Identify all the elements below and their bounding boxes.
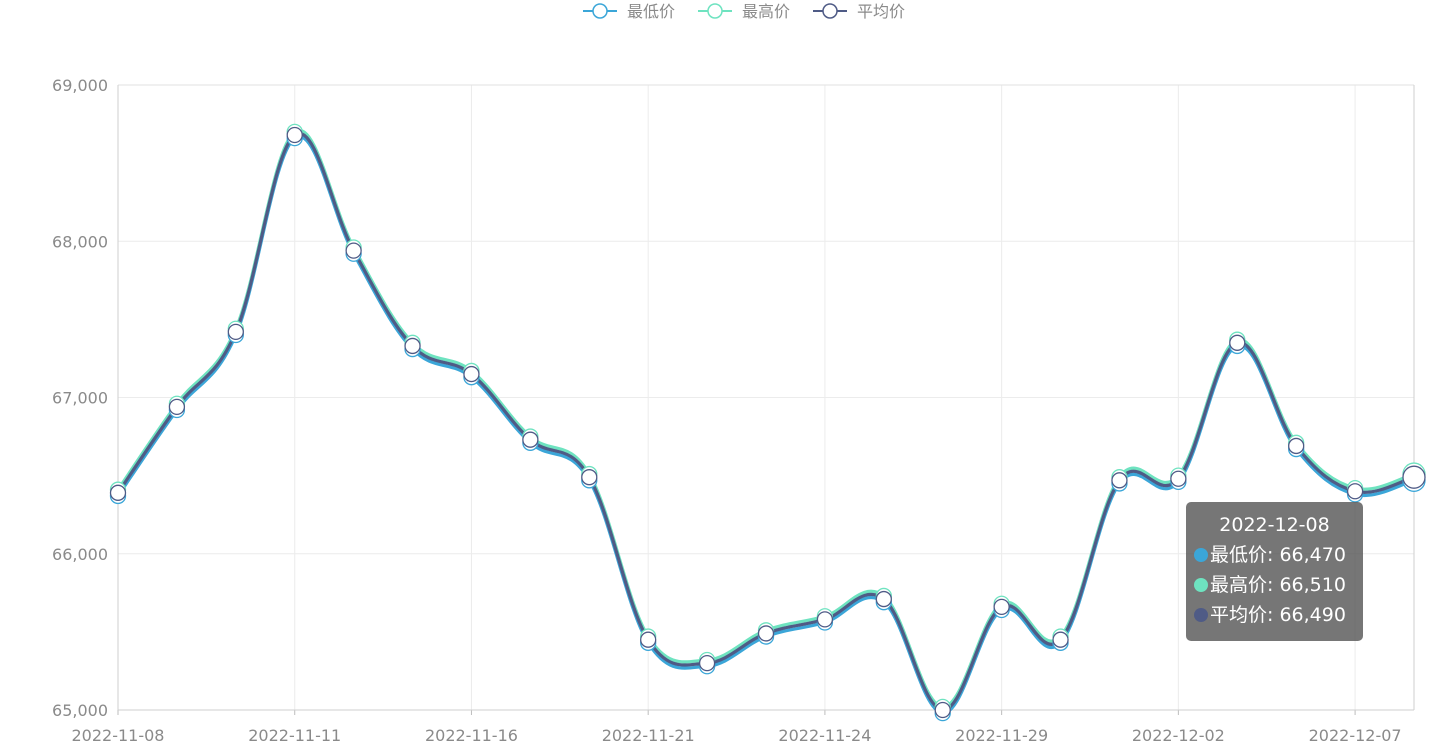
y-tick-label: 68,000 — [52, 232, 108, 251]
point-avg[interactable] — [816, 611, 834, 628]
tooltip-row-avg-label: 平均价: 66,490 — [1210, 604, 1346, 626]
tooltip-row-max-label: 最高价: 66,510 — [1210, 574, 1346, 596]
x-tick-label: 2022-11-24 — [778, 726, 871, 745]
x-tick-label: 2022-11-21 — [602, 726, 695, 745]
y-tick-label: 67,000 — [52, 389, 108, 408]
x-tick-label: 2022-11-16 — [425, 726, 518, 745]
x-tick-label: 2022-11-08 — [72, 726, 165, 745]
tooltip-title: 2022-12-08 — [1219, 514, 1330, 536]
point-avg[interactable] — [463, 365, 480, 383]
tooltip-row-avg: 平均价: 66,490 — [1194, 600, 1355, 630]
x-tick-label: 2022-12-02 — [1132, 726, 1225, 745]
y-tick-label: 65,000 — [52, 701, 108, 720]
tooltip-dot-max — [1194, 578, 1208, 592]
point-avg[interactable] — [286, 126, 303, 144]
legend-item-avg[interactable]: 平均价 — [813, 2, 905, 21]
point-avg[interactable] — [993, 598, 1010, 616]
legend-label: 最低价 — [627, 2, 675, 21]
point-avg[interactable] — [934, 701, 951, 719]
tooltip-dot-min — [1194, 548, 1208, 562]
point-avg[interactable] — [1170, 470, 1187, 487]
legend-label: 平均价 — [857, 2, 905, 21]
point-avg[interactable] — [1402, 465, 1426, 489]
tooltip-row-min: 最低价: 66,470 — [1194, 540, 1355, 570]
point-avg[interactable] — [1288, 437, 1305, 455]
point-avg[interactable] — [1111, 472, 1128, 489]
y-tick-label: 66,000 — [52, 545, 108, 564]
tooltip: 2022-12-08 最低价: 66,470 最高价: 66,510 平均价: … — [1186, 502, 1363, 641]
tooltip-dot-avg — [1194, 608, 1208, 622]
legend-item-min[interactable]: 最低价 — [583, 2, 675, 21]
legend-item-max[interactable]: 最高价 — [698, 2, 790, 21]
y-tick-label: 69,000 — [52, 76, 108, 95]
x-tick-label: 2022-11-29 — [955, 726, 1048, 745]
y-axis-tick-labels: 65,000 66,000 67,000 68,000 69,000 — [52, 76, 108, 720]
point-avg[interactable] — [109, 484, 127, 501]
point-avg[interactable] — [522, 431, 539, 448]
point-avg[interactable] — [1052, 631, 1069, 648]
legend-marker — [822, 3, 838, 19]
legend-label: 最高价 — [742, 2, 790, 21]
tooltip-row-min-label: 最低价: 66,470 — [1210, 544, 1346, 566]
x-tick-label: 2022-11-11 — [248, 726, 341, 745]
legend-marker — [592, 3, 608, 19]
point-avg[interactable] — [404, 337, 421, 355]
point-avg[interactable] — [1346, 483, 1364, 500]
point-avg[interactable] — [227, 323, 244, 341]
point-avg[interactable] — [581, 469, 598, 486]
x-axis-tick-labels: 2022-11-08 2022-11-11 2022-11-16 2022-11-21… — [72, 726, 1402, 745]
series-points — [109, 123, 1426, 722]
point-avg[interactable] — [698, 654, 716, 672]
point-avg[interactable] — [345, 242, 362, 259]
point-avg[interactable] — [168, 398, 186, 416]
point-avg[interactable] — [757, 625, 775, 642]
legend: 最低价 最高价 平均价 — [583, 2, 905, 21]
axes — [117, 84, 1415, 715]
point-avg[interactable] — [1229, 334, 1246, 351]
legend-marker — [707, 3, 723, 19]
point-avg[interactable] — [640, 631, 657, 648]
tooltip-row-max: 最高价: 66,510 — [1194, 570, 1355, 600]
point-avg[interactable] — [875, 590, 892, 608]
x-tick-label: 2022-12-07 — [1309, 726, 1402, 745]
